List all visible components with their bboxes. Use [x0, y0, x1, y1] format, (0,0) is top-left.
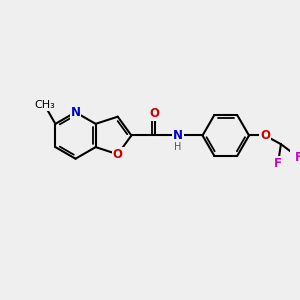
- Text: O: O: [150, 107, 160, 120]
- Text: CH₃: CH₃: [34, 100, 55, 110]
- Text: F: F: [294, 151, 300, 164]
- Text: H: H: [174, 142, 182, 152]
- Text: O: O: [113, 148, 123, 161]
- Text: N: N: [70, 106, 80, 119]
- Text: O: O: [260, 129, 270, 142]
- Text: F: F: [274, 157, 282, 169]
- Text: N: N: [173, 129, 183, 142]
